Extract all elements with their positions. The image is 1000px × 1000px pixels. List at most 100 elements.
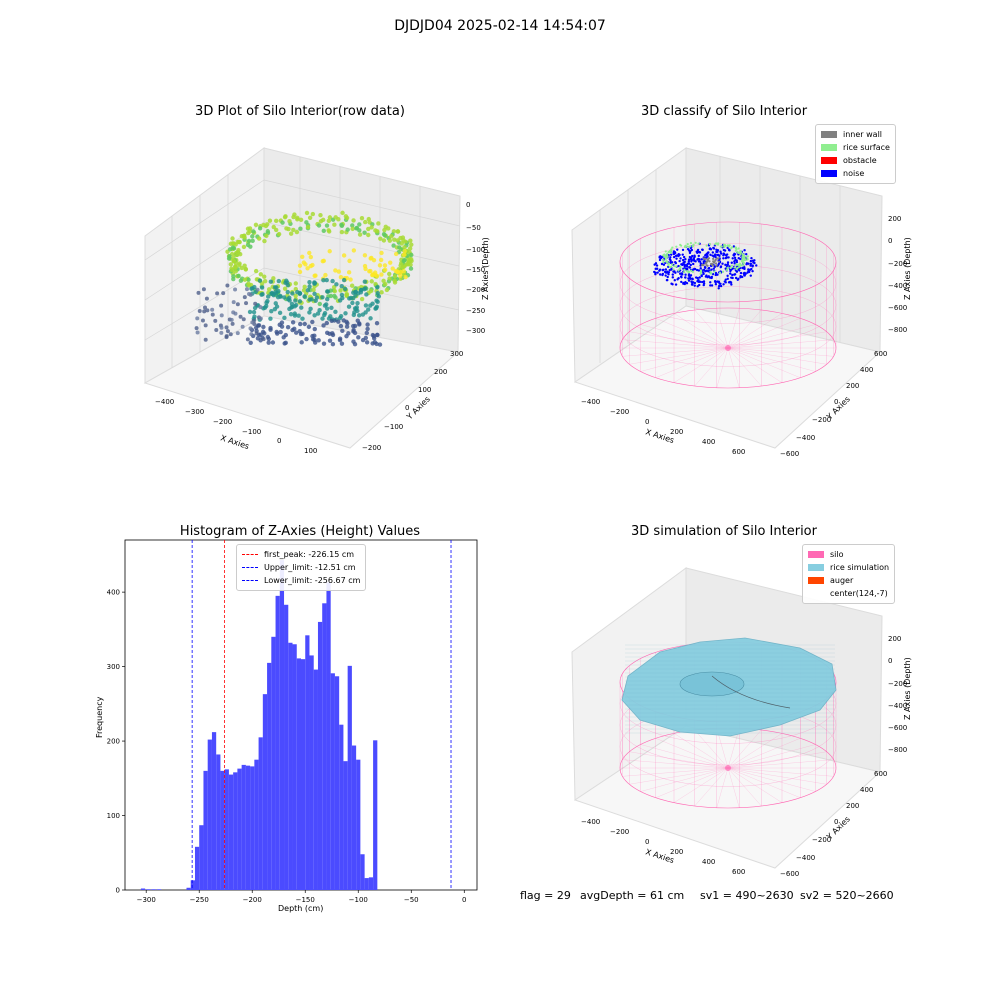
p4-ytick-3: 0 <box>834 818 838 826</box>
silo-floor-spoke <box>716 308 729 349</box>
p2-noise-point <box>733 273 736 276</box>
hist-bar <box>284 604 289 890</box>
p1-point <box>377 263 383 268</box>
silo-floor-center <box>725 345 731 351</box>
p4-xtick-1: −200 <box>610 828 629 836</box>
p1-point <box>278 329 283 335</box>
p2-noise-point <box>684 280 687 284</box>
p1-point <box>386 226 391 231</box>
hist-ytick-label: 200 <box>107 738 120 746</box>
p2-ztick-1: 0 <box>888 237 892 245</box>
hist-bar <box>262 694 268 890</box>
p4-ztick-3: −400 <box>888 702 907 710</box>
p2-noise-point <box>715 248 718 251</box>
p1-point <box>315 311 321 316</box>
p1-point <box>391 243 396 248</box>
p1-point <box>375 229 380 234</box>
p2-noise-point <box>722 283 725 286</box>
p1-point <box>203 323 208 328</box>
p1-point <box>290 320 296 325</box>
p2-noise-point <box>672 270 675 273</box>
silo-floor-spoke <box>727 767 762 807</box>
p1-point <box>371 257 377 263</box>
histogram: −300 −250 −200 −150 −100 −50 0 0 100 200 300 400 D… <box>95 539 478 913</box>
legend-label-inner-wall: inner wall <box>843 130 883 139</box>
p1-ztick-2: −100 <box>466 246 485 254</box>
legend-swatch-silo <box>808 551 824 558</box>
hist-bar <box>279 560 285 890</box>
legend-swatch-center <box>808 590 824 597</box>
p1-point <box>400 265 406 270</box>
p1-point <box>231 246 237 251</box>
hist-bar <box>368 877 374 890</box>
p1-point <box>269 309 274 314</box>
p1-point <box>338 323 344 329</box>
p2-noise-point <box>689 263 692 267</box>
p1-point <box>357 322 362 327</box>
p1-point <box>360 337 366 343</box>
p1-point <box>305 266 310 271</box>
footer-flag: flag = 29 <box>520 889 571 902</box>
p2-rice-point <box>684 245 687 248</box>
p1-point <box>375 285 380 290</box>
p1-point <box>333 295 338 300</box>
p1-point <box>266 294 271 299</box>
p2-noise-point <box>661 268 664 272</box>
p2-rice-point <box>664 256 667 259</box>
p1-point <box>265 298 270 304</box>
p1-point <box>391 229 397 234</box>
p1-point <box>297 290 302 296</box>
p2-noise-point <box>687 262 691 265</box>
p1-point <box>297 299 303 304</box>
p2-noise-point <box>699 262 702 265</box>
p1-point <box>262 278 268 284</box>
p2-noise-point <box>676 278 679 281</box>
p1-point <box>259 292 264 297</box>
p1-point <box>287 298 292 303</box>
p2-noise-point <box>679 275 683 278</box>
p2-noise-point <box>689 246 693 250</box>
p1-ytick-2: 0 <box>405 404 409 412</box>
p2-rice-point <box>685 270 689 273</box>
p2-noise-point <box>664 274 667 277</box>
p2-noise-point <box>702 260 705 263</box>
p2-rice-point <box>675 265 678 268</box>
p2-rice-point <box>730 246 734 249</box>
p1-point <box>265 222 270 227</box>
p1-point <box>363 303 369 308</box>
p1-point <box>233 264 238 270</box>
p2-noise-point <box>750 256 753 260</box>
p1-point <box>247 291 252 296</box>
p2-rice-point <box>726 266 729 270</box>
legend-label-lower-limit: Lower_limit: -256.67 cm <box>264 576 361 585</box>
panel4-rice-surface <box>621 637 837 737</box>
p2-noise-point <box>687 279 691 282</box>
p2-noise-point <box>695 268 699 272</box>
p2-noise-point <box>701 248 704 252</box>
p2-rice-point <box>683 268 686 271</box>
p2-xtick-0: −400 <box>581 398 600 406</box>
p2-noise-point <box>737 277 740 281</box>
p1-point <box>324 223 330 228</box>
silo-floor-spoke <box>629 331 729 349</box>
p1-point <box>401 269 406 274</box>
p2-noise-point <box>710 284 714 287</box>
hist-bar <box>216 754 221 890</box>
p2-noise-point <box>735 270 739 273</box>
legend-swatch-noise <box>821 170 837 177</box>
hist-bar <box>258 737 263 890</box>
p2-noise-point <box>710 268 713 271</box>
p2-noise-point <box>691 281 695 284</box>
p2-noise-point <box>685 264 689 268</box>
p2-noise-point <box>733 253 737 256</box>
silo-floor-spoke <box>727 309 762 349</box>
legend-swatch-rice-sim <box>808 564 824 571</box>
p1-point <box>366 232 371 238</box>
p1-point <box>329 305 334 310</box>
p2-noise-point <box>709 253 712 257</box>
p1-point <box>284 226 289 231</box>
p1-point <box>321 278 326 283</box>
p2-rice-point <box>716 243 720 246</box>
p4-xtick-2: 0 <box>645 838 649 846</box>
hist-bar <box>339 724 344 890</box>
